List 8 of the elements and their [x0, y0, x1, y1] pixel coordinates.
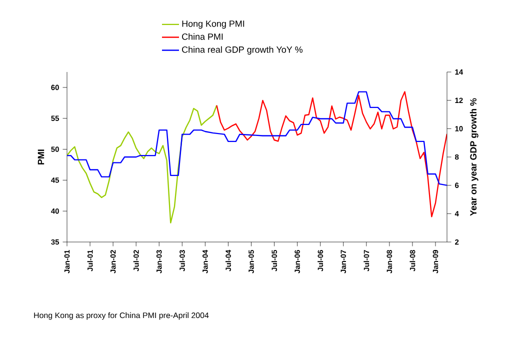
line-series: [216, 91, 447, 218]
legend-label: China PMI: [182, 33, 223, 40]
y-axis-title: PMI: [38, 150, 44, 164]
y2-axis-title: Year on year GDP growth %: [470, 98, 478, 216]
line-series: [67, 91, 447, 186]
legend-label: Hong Kong PMI: [182, 20, 244, 29]
legend-label: China real GDP growth YoY %: [182, 46, 303, 55]
line-series: [67, 104, 218, 224]
